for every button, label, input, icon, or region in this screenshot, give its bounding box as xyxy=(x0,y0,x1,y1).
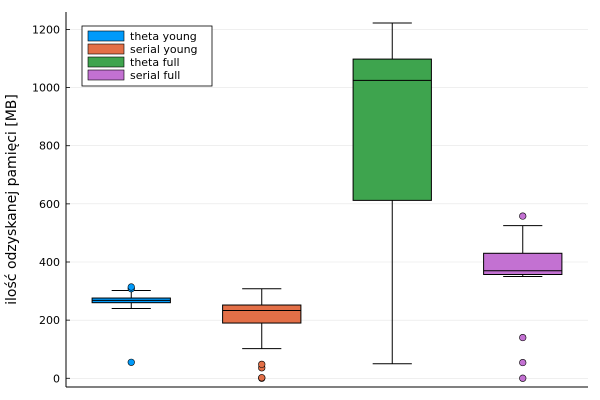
outlier-point xyxy=(519,212,527,220)
outlier-point xyxy=(127,283,135,291)
y-tick-label: 0 xyxy=(53,372,60,385)
legend-label: theta full xyxy=(130,56,180,69)
legend-label: serial young xyxy=(130,43,198,56)
outlier-point xyxy=(519,333,527,342)
axes: 0 200 400 600 800 1000 1200 xyxy=(32,12,588,388)
legend-swatch xyxy=(87,30,125,42)
outlier-point xyxy=(519,358,527,367)
legend-swatch xyxy=(87,56,125,68)
legend-label: serial full xyxy=(130,69,180,82)
legend-label: theta young xyxy=(130,30,197,43)
outlier-point xyxy=(258,360,266,368)
box-iqr xyxy=(222,304,302,324)
outlier-point xyxy=(519,374,527,382)
box-iqr xyxy=(352,58,432,201)
legend-swatch xyxy=(87,69,125,81)
box-series xyxy=(222,288,302,382)
y-tick-label: 600 xyxy=(39,198,60,211)
box-series-group xyxy=(91,22,563,382)
box-series xyxy=(352,22,432,365)
y-axis-label: ilość odzyskanej pamięci [MB] xyxy=(4,94,20,305)
legend-swatch xyxy=(87,43,125,55)
box-series xyxy=(91,283,171,366)
box-series xyxy=(483,212,563,382)
y-tick-label: 1000 xyxy=(32,82,60,95)
outlier-point xyxy=(127,358,135,366)
box-iqr xyxy=(483,252,563,275)
y-tick-label: 400 xyxy=(39,256,60,269)
y-tick-label: 800 xyxy=(39,140,60,153)
outlier-point xyxy=(258,374,266,382)
y-tick-label: 200 xyxy=(39,314,60,327)
y-tick-label: 1200 xyxy=(32,23,60,36)
